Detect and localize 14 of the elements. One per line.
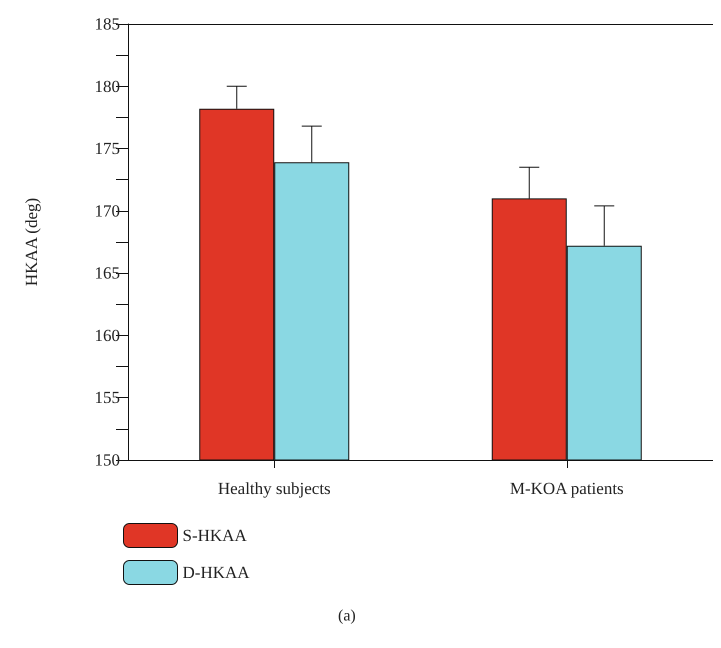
y-tick-label: 175 (94, 139, 120, 158)
x-tick-label: Healthy subjects (218, 479, 331, 498)
y-tick-label: 180 (94, 76, 120, 96)
y-tick-label: 170 (94, 201, 120, 220)
text: (a) (338, 608, 356, 624)
y-tick-label: 165 (94, 264, 120, 283)
x-tick-label: M-KOA patients (510, 479, 624, 498)
y-tick-label: 185 (94, 14, 120, 34)
legend-label: D-HKAA (182, 563, 250, 582)
y-axis-title: HKAA (deg) (22, 198, 41, 286)
legend-label: S-HKAA (182, 526, 248, 545)
y-tick-label: 155 (94, 388, 120, 408)
y-tick-label: 160 (94, 326, 120, 345)
y-tick-label: 150 (94, 450, 120, 470)
